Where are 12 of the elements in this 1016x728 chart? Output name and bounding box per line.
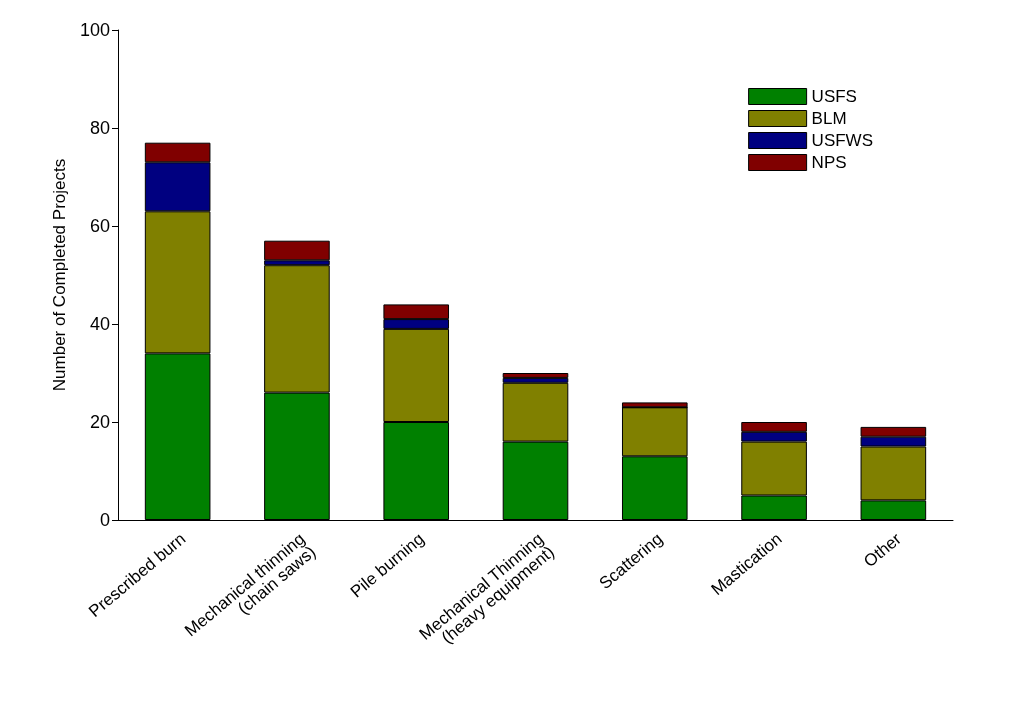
- y-tick-label: 80: [89, 118, 110, 138]
- y-axis-title: Number of Completed Projects: [50, 158, 69, 392]
- legend-label: NPS: [811, 153, 847, 172]
- bar: [264, 240, 330, 261]
- y-tick-label: 60: [89, 216, 110, 236]
- legend-label: USFS: [811, 87, 857, 106]
- y-tick-label: 0: [99, 510, 110, 530]
- legend-label: USFWS: [811, 131, 874, 150]
- y-tick-label: 20: [89, 412, 110, 432]
- y-tick-label: 100: [79, 20, 110, 40]
- legend-label: BLM: [811, 109, 847, 128]
- y-tick-label: 40: [89, 314, 110, 334]
